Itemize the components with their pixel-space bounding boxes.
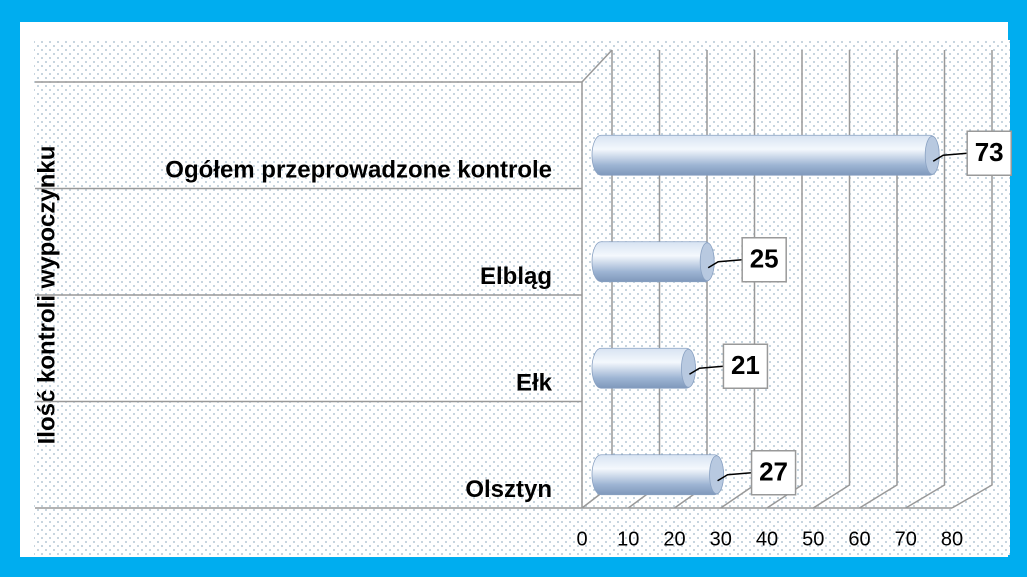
bar	[591, 347, 696, 389]
category-label: Elbląg	[480, 263, 552, 290]
bar	[591, 454, 724, 496]
grid-line	[766, 50, 803, 509]
data-label: 21	[731, 350, 760, 380]
grid-line	[812, 50, 851, 509]
bar-cap	[709, 455, 724, 495]
x-tick-label: 30	[710, 528, 732, 550]
grid-line	[859, 50, 898, 509]
grid-line	[905, 50, 946, 509]
label-box	[750, 450, 797, 496]
leader-line	[707, 259, 743, 269]
leader-line	[717, 472, 752, 482]
data-label: 27	[759, 457, 788, 487]
data-label: 25	[750, 244, 779, 274]
category-label: Olsztyn	[465, 476, 552, 503]
grid-line	[951, 50, 993, 509]
x-tick-label: 0	[576, 528, 587, 550]
x-tick-label: 70	[895, 528, 917, 550]
bar	[591, 134, 940, 176]
x-tick-label: 80	[941, 528, 963, 550]
bar	[591, 241, 715, 283]
bar-cap	[699, 242, 715, 282]
wall-edge	[581, 49, 613, 83]
bar-cap	[681, 348, 696, 388]
x-tick-label: 50	[802, 528, 824, 550]
bar-cap	[924, 135, 940, 175]
label-box	[722, 343, 769, 389]
plot-area	[34, 40, 1010, 555]
data-label: 73	[975, 137, 1004, 167]
label-box	[741, 237, 787, 283]
x-tick-label: 10	[617, 528, 639, 550]
x-tick-label: 20	[663, 528, 685, 550]
category-label: Ogółem przeprowadzone kontrole	[165, 157, 552, 184]
x-tick-label: 60	[848, 528, 870, 550]
x-tick-label: 40	[756, 528, 778, 550]
category-label: Ełk	[516, 370, 553, 397]
leader-line	[689, 365, 724, 375]
label-box	[966, 130, 1012, 176]
leader-line	[932, 152, 968, 162]
